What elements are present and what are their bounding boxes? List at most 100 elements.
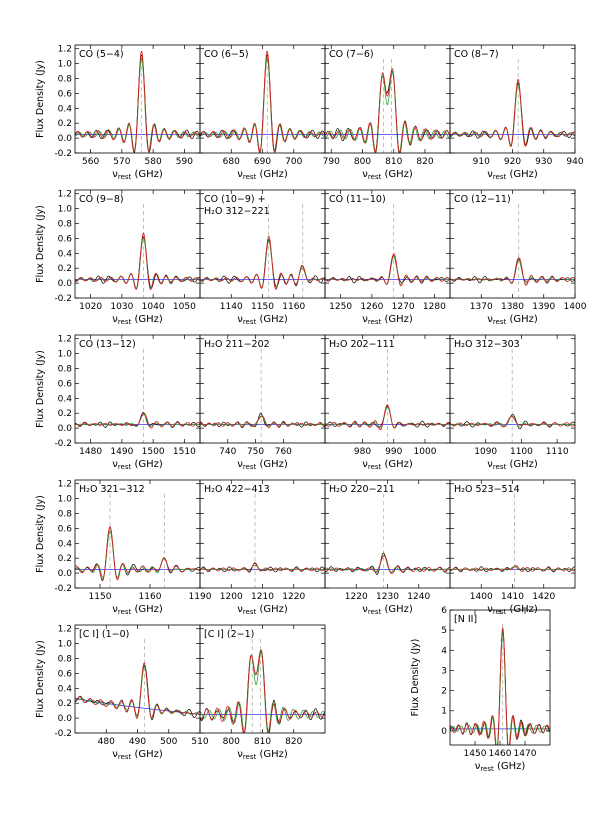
series-red [75,232,200,290]
y-tick-label: 0.2 [58,699,72,709]
x-tick-label: 1410 [501,592,524,602]
x-tick-label: 1160 [139,592,162,602]
y-axis-label: Flux Density (Jy) [35,350,46,428]
x-tick-label: 820 [416,157,433,167]
y-tick-label: 0.2 [58,409,72,419]
x-tick-label: 1270 [392,302,415,312]
y-tick-label: -0.2 [54,439,72,449]
x-tick-label: 1220 [345,592,368,602]
series-red [200,415,325,429]
series-green [200,651,325,733]
x-axis-label: νrest (GHz) [237,459,288,471]
y-axis-label: Flux Density (Jy) [35,205,46,283]
panel-co1211: 1370 1380 1390 1400 CO (12−11) νrest (GHz) [449,189,587,326]
series-red [450,565,575,572]
panel-ci21: 800 810 820 [C I] (2−1) νrest (GHz) [199,624,326,761]
y-tick-label: 1.0 [58,350,73,360]
y-tick-label: 0.0 [58,424,73,434]
x-tick-label: 1380 [501,302,524,312]
y-tick-label: 0.2 [58,119,72,129]
series-green [75,413,200,428]
x-tick-label: 920 [504,157,521,167]
series-red [325,253,450,287]
x-axis-label: νrest (GHz) [237,314,288,326]
panel-ci10: 480 490 500 510 -0.2 0.0 0.2 0.4 0.6 0.8 1.0 1.2 [C … [35,624,209,761]
x-tick-label: 1460 [489,749,512,759]
panel-h2o312303: 1090 1100 1110 H₂O 312−303 νrest (GHz) [449,334,576,471]
panel-title: H₂O 321−312 [79,484,145,495]
series-green [325,256,450,285]
panel-frame [324,479,451,589]
series-green [450,566,575,571]
y-axis-label: Flux Density (Jy) [35,495,46,573]
panel-title: H₂O 220−211 [329,484,395,495]
x-tick-label: 1490 [110,447,133,457]
x-axis-label: νrest (GHz) [487,459,538,471]
x-tick-label: 680 [223,157,240,167]
panel-frame [199,479,326,589]
x-axis-label: νrest (GHz) [112,314,163,326]
panel-nii: 1450 1460 1470 0 1 2 3 4 5 6 [N II] νrest (GHz) Flux… [410,606,551,773]
x-tick-label: 940 [566,157,583,167]
y-tick-label: 0.8 [58,365,73,375]
x-tick-label: 1450 [464,749,487,759]
y-tick-label: 0.0 [58,569,73,579]
series-green [325,71,450,153]
panel-title: CO (12−11) [454,194,511,205]
panel-h2o202111: 980 990 1000 H₂O 202−111 νrest (GHz) [324,334,451,471]
y-tick-label: 1.2 [58,480,72,490]
x-tick-label: 1500 [142,447,165,457]
x-tick-label: 1000 [414,447,437,457]
y-tick-label: 0.4 [58,104,73,114]
panel-title: H₂O 422−413 [204,484,270,495]
panel-co54: 560 570 580 590 -0.2 0.0 0.2 0.4 0.6 0.8 1.0 1.2 CO … [35,44,201,181]
x-axis-label: νrest (GHz) [112,749,163,761]
y-tick-label: 0.6 [58,669,73,679]
x-tick-label: 1160 [282,302,305,312]
x-axis-label: νrest (GHz) [362,459,413,471]
y-tick-label: 0.6 [58,89,73,99]
panel-co109: 1140 1150 1160 CO (10−9) +H₂O 312−221 νrest … [199,189,326,326]
panel-co98: 1020 1030 1040 1050 -0.2 0.0 0.2 0.4 0.6 0.8 1.0 1.… [35,189,201,326]
x-tick-label: 1280 [423,302,446,312]
panel-co1110: 1250 1260 1270 1280 CO (11−10) νrest (GHz) [324,189,451,326]
x-tick-label: 1200 [220,592,243,602]
series-green [450,259,575,285]
x-tick-label: 1220 [282,592,305,602]
y-tick-label: 1 [441,707,447,717]
series-red [75,412,200,429]
x-tick-label: 1250 [329,302,352,312]
panel-title: CO (6−5) [204,49,249,60]
x-tick-label: 1470 [514,749,537,759]
x-axis-label: νrest (GHz) [487,314,538,326]
x-axis-label: νrest (GHz) [487,169,538,181]
x-axis-label: νrest (GHz) [362,314,413,326]
panel-title: [C I] (2−1) [204,629,254,640]
y-tick-label: 0.4 [58,684,73,694]
panel-title: CO (13−12) [79,339,136,350]
x-axis-label: νrest (GHz) [112,459,163,471]
panel-co1312: 1480 1490 1500 1510 -0.2 0.0 0.2 0.4 0.6 0.8 1.0 1.… [35,334,201,471]
x-tick-label: 820 [285,737,302,747]
x-tick-label: 580 [145,157,162,167]
y-tick-label: 2 [441,687,447,697]
series-green [75,666,200,719]
panel-co87: 910 920 930 940 CO (8−7) νrest (GHz) [449,44,584,181]
y-tick-label: 1.2 [58,625,72,635]
panel-title: H₂O 312−303 [454,339,520,350]
panel-h2o211202: 740 750 760 H₂O 211−202 νrest (GHz) [199,334,326,471]
panel-frame [74,334,201,444]
panel-co76: 790 800 810 820 CO (7−6) νrest (GHz) [323,44,451,181]
y-tick-label: 0.0 [58,714,73,724]
y-tick-label: 1.0 [58,495,73,505]
x-tick-label: 800 [223,737,240,747]
x-tick-label: 1110 [546,447,569,457]
x-axis-label: νrest (GHz) [362,169,413,181]
series-black [200,239,325,289]
series-black [75,664,200,721]
x-tick-label: 1100 [510,447,533,457]
x-tick-label: 700 [285,157,302,167]
panel-co65: 680 690 700 CO (6−5) νrest (GHz) [199,44,326,181]
y-tick-label: 0.2 [58,554,72,564]
x-tick-label: 1510 [173,447,196,457]
